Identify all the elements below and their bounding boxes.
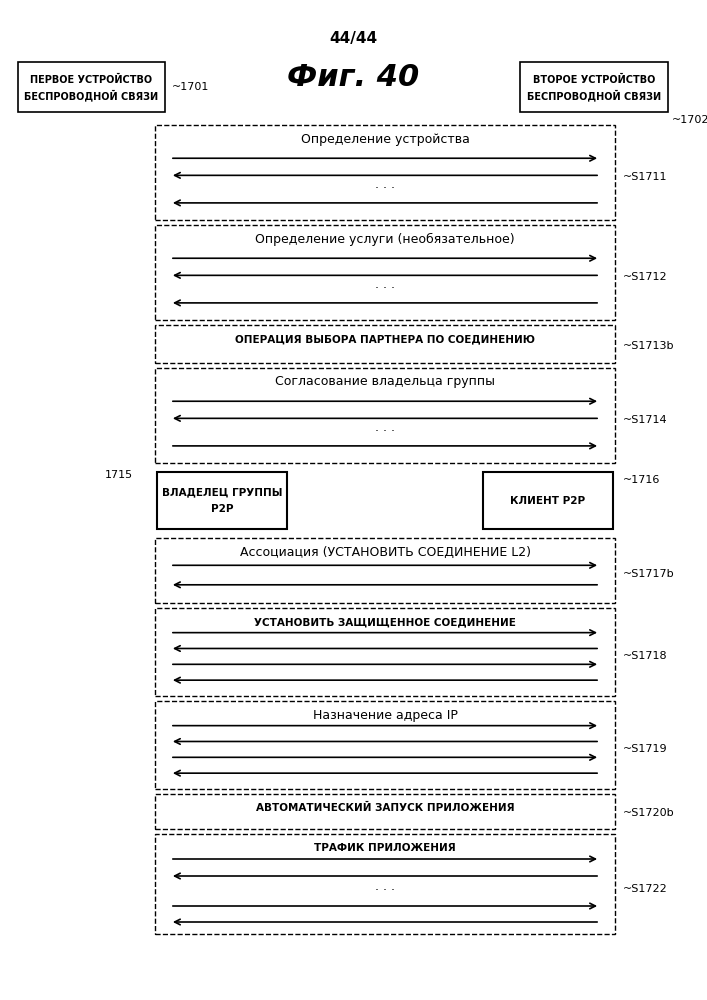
FancyBboxPatch shape <box>155 701 615 789</box>
Text: ~1702: ~1702 <box>672 115 707 125</box>
Text: КЛИЕНТ P2P: КЛИЕНТ P2P <box>510 495 585 506</box>
Text: ~S1714: ~S1714 <box>623 415 667 425</box>
Text: · · ·: · · · <box>375 884 395 898</box>
Text: ~S1711: ~S1711 <box>623 172 667 182</box>
FancyBboxPatch shape <box>157 472 287 529</box>
Text: ~S1712: ~S1712 <box>623 272 667 282</box>
Text: АВТОМАТИЧЕСКИЙ ЗАПУСК ПРИЛОЖЕНИЯ: АВТОМАТИЧЕСКИЙ ЗАПУСК ПРИЛОЖЕНИЯ <box>256 803 514 813</box>
Text: ВЛАДЕЛЕЦ ГРУППЫ: ВЛАДЕЛЕЦ ГРУППЫ <box>162 488 282 497</box>
Text: Определение услуги (необязательное): Определение услуги (необязательное) <box>255 232 515 246</box>
Text: УСТАНОВИТЬ ЗАЩИЩЕННОЕ СОЕДИНЕНИЕ: УСТАНОВИТЬ ЗАЩИЩЕННОЕ СОЕДИНЕНИЕ <box>254 617 516 627</box>
Text: ПЕРВОЕ УСТРОЙСТВО: ПЕРВОЕ УСТРОЙСТВО <box>30 75 153 85</box>
Text: Согласование владельца группы: Согласование владельца группы <box>275 375 495 388</box>
FancyBboxPatch shape <box>155 368 615 463</box>
Text: ВТОРОЕ УСТРОЙСТВО: ВТОРОЕ УСТРОЙСТВО <box>533 75 655 85</box>
Text: ~S1719: ~S1719 <box>623 744 667 754</box>
FancyBboxPatch shape <box>155 538 615 603</box>
Text: ТРАФИК ПРИЛОЖЕНИЯ: ТРАФИК ПРИЛОЖЕНИЯ <box>314 843 456 853</box>
Text: Фиг. 40: Фиг. 40 <box>287 64 419 93</box>
FancyBboxPatch shape <box>155 125 615 220</box>
FancyBboxPatch shape <box>155 325 615 363</box>
Text: ~S1717b: ~S1717b <box>623 569 674 579</box>
FancyBboxPatch shape <box>155 794 615 829</box>
Text: БЕСПРОВОДНОЙ СВЯЗИ: БЕСПРОВОДНОЙ СВЯЗИ <box>527 89 661 101</box>
Text: 1715: 1715 <box>105 470 133 480</box>
Text: P2P: P2P <box>211 504 233 514</box>
Text: · · ·: · · · <box>375 425 395 438</box>
Text: ~S1713b: ~S1713b <box>623 341 674 351</box>
Text: · · ·: · · · <box>375 282 395 295</box>
Text: Ассоциация (УСТАНОВИТЬ СОЕДИНЕНИЕ L2): Ассоциация (УСТАНОВИТЬ СОЕДИНЕНИЕ L2) <box>240 546 530 558</box>
Text: 44/44: 44/44 <box>329 30 377 45</box>
Text: ОПЕРАЦИЯ ВЫБОРА ПАРТНЕРА ПО СОЕДИНЕНИЮ: ОПЕРАЦИЯ ВЫБОРА ПАРТНЕРА ПО СОЕДИНЕНИЮ <box>235 334 535 344</box>
Text: ~S1720b: ~S1720b <box>623 808 674 818</box>
FancyBboxPatch shape <box>483 472 613 529</box>
FancyBboxPatch shape <box>155 225 615 320</box>
Text: БЕСПРОВОДНОЙ СВЯЗИ: БЕСПРОВОДНОЙ СВЯЗИ <box>25 89 158 101</box>
FancyBboxPatch shape <box>155 834 615 934</box>
Text: ~1701: ~1701 <box>172 82 209 92</box>
Text: · · ·: · · · <box>375 182 395 195</box>
FancyBboxPatch shape <box>18 62 165 112</box>
Text: Назначение адреса IP: Назначение адреса IP <box>312 708 457 722</box>
Text: Определение устройства: Определение устройства <box>300 132 469 145</box>
FancyBboxPatch shape <box>520 62 668 112</box>
FancyBboxPatch shape <box>155 608 615 696</box>
Text: ~S1718: ~S1718 <box>623 651 667 661</box>
Text: ~1716: ~1716 <box>623 475 660 485</box>
Text: ~S1722: ~S1722 <box>623 884 667 894</box>
